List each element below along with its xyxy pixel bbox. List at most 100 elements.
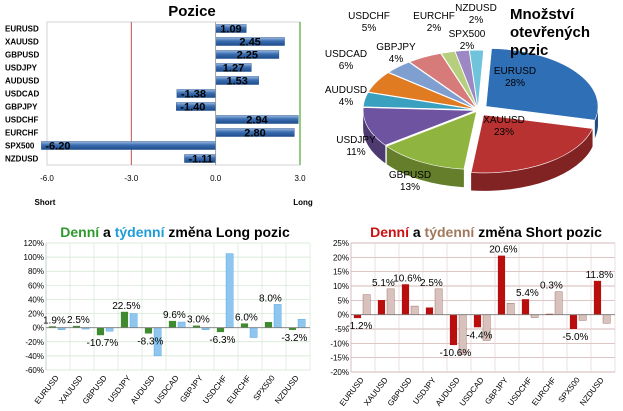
weekly-bar xyxy=(362,294,371,315)
daily-value-label: -10.6% xyxy=(440,348,472,359)
daily-value-label: 9.6% xyxy=(163,310,186,321)
pie-label-value: 2% xyxy=(427,23,442,34)
daily-value-label: 3.0% xyxy=(187,315,210,326)
y-tick-label: 20% xyxy=(333,253,349,262)
weekly-bar xyxy=(506,302,515,315)
weekly-bar xyxy=(129,313,138,328)
daily-value-label: -8.3% xyxy=(137,337,163,348)
value-label: -1.38 xyxy=(181,89,206,101)
pie-label-name: XAUUSD xyxy=(483,115,525,126)
x-tick-label: GBPUSD xyxy=(386,376,414,408)
x-tick-label: USDCAD xyxy=(153,374,181,406)
long-change-chart: Denní a týdenní změna Long pozic 120% 100… xyxy=(24,224,311,406)
long-label: Long xyxy=(293,198,313,207)
daily-value-label: -10.7% xyxy=(87,338,119,349)
daily-value-label: 11.8% xyxy=(586,270,614,281)
value-label: 2.80 xyxy=(244,128,265,140)
daily-bar xyxy=(353,314,362,319)
pie-slice-spx500 xyxy=(454,50,478,109)
pie-slice-side xyxy=(386,146,464,188)
y-tick-label: 40% xyxy=(28,295,44,304)
y-tick-label: -20% xyxy=(330,368,349,377)
x-tick-label: EURUSD xyxy=(338,376,366,408)
weekly-bar xyxy=(554,291,563,315)
long-title-rest: změna Long pozic xyxy=(165,224,290,240)
long-title-weekly: týdenní xyxy=(115,224,166,240)
x-tick-label: NZDUSD xyxy=(578,376,606,408)
daily-value-label: 8.0% xyxy=(259,293,282,304)
short-change-chart: Denní a týdenní změna Short pozic 25% 20%… xyxy=(330,224,616,408)
long-title-daily: Denní xyxy=(60,224,100,240)
pie-title-line-2: otevřených xyxy=(510,24,590,41)
pie-label-name: SPX500 xyxy=(449,29,486,40)
value-label: 1.27 xyxy=(223,63,244,75)
weekly-bar xyxy=(434,288,443,315)
y-tick-label: 60% xyxy=(28,281,44,290)
daily-bar xyxy=(288,327,297,330)
y-tick-label: -60% xyxy=(25,366,44,375)
pie-label-value: 11% xyxy=(346,147,365,158)
category-label: AUDUSD xyxy=(5,77,39,86)
y-tick-label: 20% xyxy=(28,310,44,319)
short-title-daily: Denní xyxy=(370,224,410,240)
pie-label-value: 2% xyxy=(460,41,475,52)
short-change-title: Denní a týdenní změna Short pozic xyxy=(370,224,602,240)
daily-value-label: -1.2% xyxy=(346,321,372,332)
pie-label-name: EURUSD xyxy=(494,66,536,77)
daily-value-label: 0.3% xyxy=(540,281,563,292)
daily-bar xyxy=(48,326,57,328)
x-tick-label: 0.0 xyxy=(210,174,222,183)
value-label: 2.45 xyxy=(239,37,260,49)
daily-bar xyxy=(377,300,386,315)
pie-label-value: 5% xyxy=(362,23,377,34)
daily-value-label: 20.6% xyxy=(489,245,517,256)
pie-label-name: EURCHF xyxy=(413,11,455,22)
y-tick-label: 0% xyxy=(32,324,44,333)
y-tick-label: 25% xyxy=(333,239,349,248)
pie-slice-usdjpy xyxy=(362,107,476,146)
short-label: Short xyxy=(35,198,56,207)
category-label: USDCHF xyxy=(5,116,38,125)
category-label: SPX500 xyxy=(5,142,35,151)
x-tick-label: EURUSD xyxy=(33,374,61,406)
category-label: USDJPY xyxy=(5,64,38,73)
y-tick-label: 120% xyxy=(24,239,44,248)
value-label: -6.20 xyxy=(45,141,70,153)
daily-bar xyxy=(120,311,129,328)
daily-bar xyxy=(425,307,434,315)
pie-slice-usdchf xyxy=(408,53,477,109)
pie-slice-eurchf xyxy=(440,51,478,109)
daily-bar xyxy=(96,327,105,336)
daily-bar xyxy=(521,299,530,315)
value-label: 2.94 xyxy=(246,115,268,127)
value-label: 1.53 xyxy=(226,76,247,88)
y-tick-label: -20% xyxy=(25,338,44,347)
plot-area xyxy=(46,21,301,166)
pie-slice-audusd xyxy=(362,92,476,110)
pie-label-value: 23% xyxy=(494,127,514,138)
weekly-bar xyxy=(225,253,234,328)
x-tick-label: 3.0 xyxy=(294,174,306,183)
category-label: USDCAD xyxy=(5,90,39,99)
weekly-bar xyxy=(602,314,611,324)
pie-label-value: 4% xyxy=(339,97,354,108)
pie-slice-side xyxy=(363,110,386,164)
short-title-weekly: týdenní xyxy=(425,224,476,240)
pie-slice-gbpjpy xyxy=(388,61,477,109)
y-tick-label: 10% xyxy=(333,282,349,291)
pie-slice-eurusd xyxy=(485,48,599,121)
daily-bar xyxy=(449,314,458,346)
category-label: XAUUSD xyxy=(5,38,39,47)
daily-value-label: 1.9% xyxy=(43,315,66,326)
weekly-bar xyxy=(177,321,186,328)
x-tick-label: SPX500 xyxy=(557,375,583,404)
weekly-bar xyxy=(105,327,114,332)
daily-bar xyxy=(192,325,201,328)
value-label: 1.09 xyxy=(220,24,241,36)
pie-label-value: 13% xyxy=(400,182,420,193)
weekly-bar xyxy=(249,327,258,338)
pie-slice-xauusd xyxy=(470,114,594,174)
daily-bar xyxy=(168,320,177,328)
daily-bar xyxy=(240,323,249,328)
